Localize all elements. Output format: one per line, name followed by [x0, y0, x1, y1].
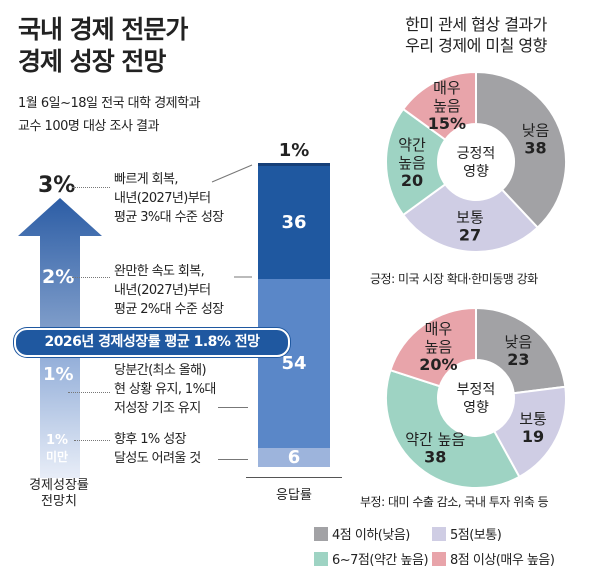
- slice-label: 낮음: [505, 333, 533, 351]
- donut-slice: [385, 368, 521, 489]
- slice-label: 약간: [398, 136, 426, 154]
- description-line: 달성도 어려울 것: [114, 451, 201, 466]
- description-line: 당분간(최소 올해): [114, 363, 207, 378]
- slice-label: 매우: [425, 320, 453, 338]
- description-line: 저성장 기조 유지: [114, 401, 201, 416]
- slice-label: 높음: [398, 154, 426, 172]
- bar-segment: 36: [258, 166, 330, 279]
- donut-title-line: 한미 관세 협상 결과가: [405, 15, 547, 34]
- bar-segment: [258, 163, 330, 167]
- description-line: 현 상황 유지, 1%대: [114, 382, 216, 397]
- arrow-label-2: 2%: [42, 266, 75, 288]
- slice-label: 보통: [456, 209, 484, 227]
- donut-center-label: 영향: [463, 400, 489, 416]
- legend-item: 4점 이하(낮음): [314, 524, 432, 543]
- axis-label-line: 경제성장률: [29, 478, 89, 493]
- slice-label: 매우: [433, 79, 461, 97]
- slice-label: 보통: [519, 410, 547, 428]
- donut-center-label: 긍정적: [457, 146, 496, 162]
- bar-label-top: 1%: [278, 140, 310, 161]
- legend-label: 6~7점(약간 높음): [332, 553, 429, 568]
- bar-value-label: 36: [281, 212, 307, 234]
- donut1-caption: 긍정: 미국 시장 확대·한미동맹 강화: [370, 272, 538, 286]
- donut-slice: [492, 385, 567, 479]
- arrow-label-3: 3%: [38, 173, 76, 198]
- bar-segment: 6: [258, 447, 330, 469]
- donut-slice: [389, 306, 477, 388]
- title-line: 경제 성장 전망: [18, 47, 166, 76]
- slice-label: 높음: [433, 97, 461, 115]
- slice-value: 38: [424, 447, 446, 466]
- slice-value: 20%: [419, 355, 457, 374]
- donut-slice: [475, 306, 567, 395]
- description-line: 빠르게 회복,: [114, 172, 178, 187]
- donut-slice: [401, 70, 477, 142]
- slice-value: 20: [401, 171, 423, 190]
- slice-value: 15%: [428, 114, 466, 133]
- legend-swatch: [314, 526, 328, 541]
- arrow-label-1: 1%: [43, 364, 74, 385]
- forecast-pill: 2026년 경제성장률 평균 1.8% 전망: [14, 328, 290, 357]
- title-line: 국내 경제 전문가: [18, 15, 188, 44]
- slice-value: 27: [459, 226, 481, 245]
- legend-swatch: [432, 526, 446, 541]
- donut-center-label: 부정적: [457, 382, 496, 398]
- description-line: 향후 1% 성장: [114, 432, 187, 447]
- donut-slice: [385, 107, 447, 217]
- slice-label: 약간 높음: [405, 430, 465, 448]
- legend-label: 4점 이하(낮음): [332, 528, 410, 543]
- bar-value-label: 6: [287, 447, 301, 469]
- description-line: 평균 2%대 수준 성장: [114, 302, 224, 317]
- slice-label: 낮음: [522, 121, 550, 139]
- description-line: 평균 3%대 수준 성장: [114, 210, 224, 225]
- donut2-caption: 부정: 대미 수출 감소, 국내 투자 위축 등: [360, 495, 549, 509]
- subtitle-line: 교수 100명 대상 조사 결과: [18, 119, 159, 134]
- subtitle-line: 1월 6일~18일 전국 대학 경제학과: [18, 96, 201, 111]
- slice-value: 19: [522, 427, 544, 446]
- bar-value-label: 54: [281, 353, 307, 375]
- slice-value: 23: [507, 350, 529, 369]
- donut-center-label: 영향: [463, 164, 489, 180]
- bar-x-label: 응답률: [276, 488, 312, 503]
- legend-swatch: [432, 551, 446, 566]
- legend-swatch: [314, 551, 328, 566]
- donut-slice: [475, 70, 567, 230]
- arrow-axis-label: 경제성장률 전망치: [14, 478, 104, 510]
- donut-title-line: 우리 경제에 미칠 영향: [405, 36, 547, 55]
- slice-value: 38: [524, 138, 546, 157]
- slice-label: 높음: [425, 338, 453, 356]
- bar-segment: 54: [258, 278, 330, 449]
- description-line: 내년(2027년)부터: [114, 191, 211, 206]
- legend: 4점 이하(낮음) 5점(보통) 6~7점(약간 높음) 8점 이상(매우 높음): [314, 524, 555, 568]
- legend-item: 6~7점(약간 높음): [314, 549, 432, 568]
- description-line: 완만한 속도 회복,: [114, 264, 205, 279]
- donut-slice: [401, 182, 540, 253]
- arrow-label-below1-sub: 미만: [46, 450, 69, 464]
- legend-item: 5점(보통): [432, 524, 502, 543]
- legend-label: 8점 이상(매우 높음): [450, 553, 555, 568]
- legend-item: 8점 이상(매우 높음): [432, 549, 555, 568]
- axis-label-line: 전망치: [41, 494, 77, 509]
- description-line: 내년(2027년)부터: [114, 283, 211, 298]
- arrow-label-below1: 1%: [46, 433, 69, 448]
- legend-label: 5점(보통): [450, 528, 502, 543]
